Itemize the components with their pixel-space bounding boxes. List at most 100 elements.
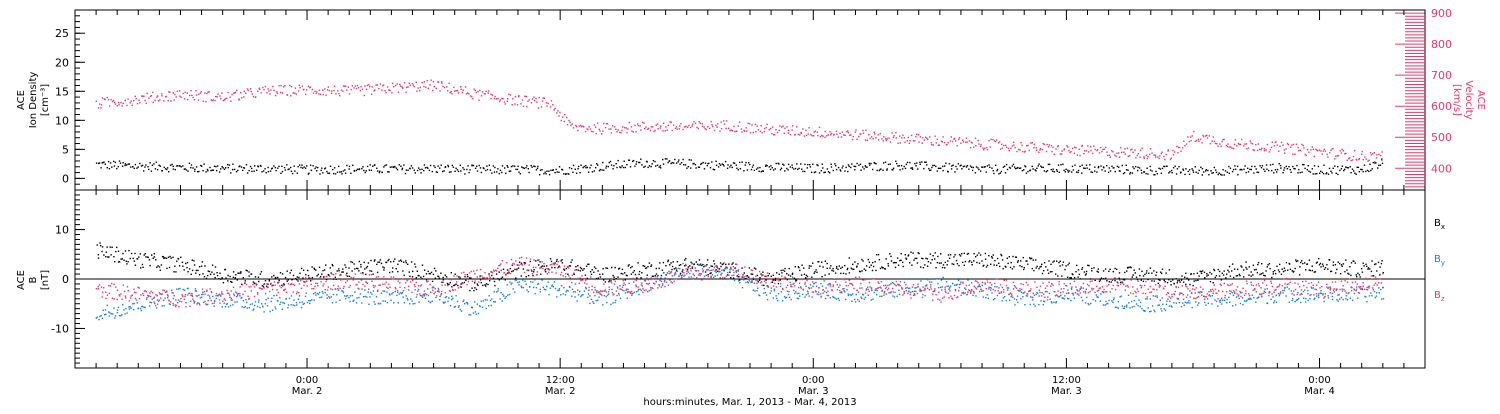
by-point [611, 289, 612, 290]
bx-point [303, 270, 304, 271]
bx-point [459, 277, 460, 278]
bx-point [218, 278, 219, 279]
by-point [1045, 291, 1046, 292]
bx-point [920, 266, 921, 267]
by-point [204, 291, 205, 292]
by-point [985, 297, 986, 298]
density-point [1339, 170, 1340, 171]
velocity-point [220, 98, 221, 99]
by-point [1118, 308, 1119, 309]
density-point [788, 164, 789, 165]
velocity-point [746, 130, 747, 131]
bx-point [359, 261, 360, 262]
by-point [309, 303, 310, 304]
density-point [425, 167, 426, 168]
bx-point [531, 270, 532, 271]
bx-point [145, 256, 146, 257]
velocity-point [1261, 148, 1262, 149]
velocity-point [1364, 156, 1365, 157]
density-point [545, 172, 546, 173]
density-point [725, 161, 726, 162]
density-point [1089, 164, 1090, 165]
bx-point [1283, 271, 1284, 272]
velocity-point [1030, 142, 1031, 143]
density-point [1308, 171, 1309, 172]
velocity-point [1155, 156, 1156, 157]
by-point [1157, 305, 1158, 306]
density-point [597, 164, 598, 165]
bx-point [865, 270, 866, 271]
density-point [103, 162, 104, 163]
bx-point [643, 265, 644, 266]
density-point [1296, 165, 1297, 166]
density-point [1280, 165, 1281, 166]
velocity-point [1149, 154, 1150, 155]
by-point [1333, 290, 1334, 291]
density-point [738, 169, 739, 170]
by-point [438, 288, 439, 289]
velocity-point [439, 90, 440, 91]
bx-point [430, 273, 431, 274]
velocity-point [502, 98, 503, 99]
velocity-point [871, 136, 872, 137]
by-point [329, 297, 330, 298]
by-point [1374, 291, 1375, 292]
by-point [1303, 298, 1304, 299]
by-point [1207, 298, 1208, 299]
by-point [1006, 300, 1007, 301]
density-point [166, 169, 167, 170]
bx-point [277, 277, 278, 278]
density-point [518, 172, 519, 173]
velocity-point [312, 89, 313, 90]
density-point [1192, 170, 1193, 171]
velocity-point [824, 137, 825, 138]
bx-point [631, 274, 632, 275]
bx-point [699, 259, 700, 260]
bx-point [720, 262, 721, 263]
velocity-point [117, 105, 118, 106]
by-point [178, 288, 179, 289]
by-point [1316, 295, 1317, 296]
density-point [403, 164, 404, 165]
velocity-point [1082, 145, 1083, 146]
bz-point [175, 304, 176, 305]
bx-point [667, 261, 668, 262]
bx-point [567, 274, 568, 275]
bx-point [346, 273, 347, 274]
bx-point [656, 273, 657, 274]
by-point [1122, 305, 1123, 306]
velocity-point [845, 135, 846, 136]
bx-point [1381, 263, 1382, 264]
density-point [828, 171, 829, 172]
by-point [149, 305, 150, 306]
bx-point [401, 261, 402, 262]
velocity-point [1137, 155, 1138, 156]
by-point [490, 300, 491, 301]
by-point [965, 289, 966, 290]
by-point [871, 299, 872, 300]
by-point [802, 294, 803, 295]
density-point [1173, 167, 1174, 168]
density-point [912, 167, 913, 168]
bx-point [762, 272, 763, 273]
bx-point [371, 271, 372, 272]
density-point [1111, 166, 1112, 167]
density-point [1168, 172, 1169, 173]
by-point [922, 294, 923, 295]
by-point [846, 289, 847, 290]
velocity-point [174, 94, 175, 95]
by-point [455, 306, 456, 307]
bx-point [996, 265, 997, 266]
bx-point [1305, 269, 1306, 270]
by-point [884, 291, 885, 292]
density-point [822, 167, 823, 168]
density-point [866, 167, 867, 168]
density-point [790, 166, 791, 167]
bx-point [1227, 270, 1228, 271]
bx-point [338, 270, 339, 271]
density-point [120, 163, 121, 164]
velocity-point [750, 132, 751, 133]
by-point [979, 291, 980, 292]
density-point [736, 165, 737, 166]
density-point [1202, 168, 1203, 169]
